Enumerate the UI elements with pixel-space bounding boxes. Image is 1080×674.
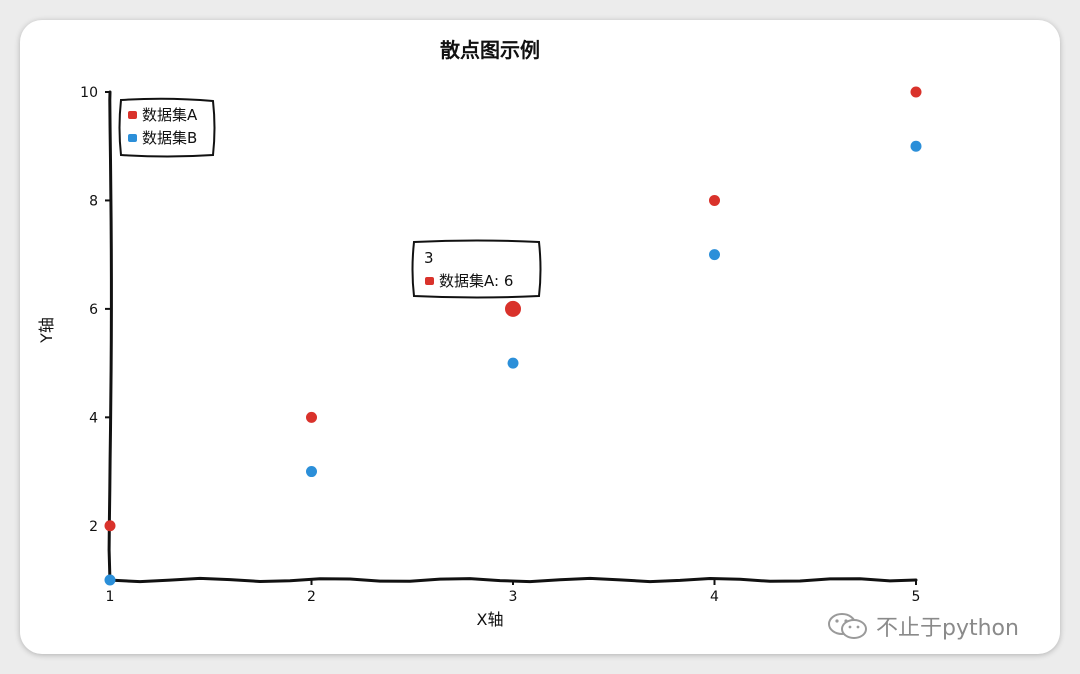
data-points — [104, 86, 922, 586]
tooltip-box — [411, 239, 542, 299]
point-series-b-3[interactable] — [507, 357, 519, 369]
y-tick-label: 2 — [89, 519, 98, 535]
chart-title: 散点图示例 — [440, 38, 540, 62]
point-series-b-5[interactable] — [910, 140, 922, 152]
point-series-a-2[interactable] — [306, 411, 317, 423]
point-series-a-4[interactable] — [709, 194, 720, 206]
y-tick-label: 4 — [89, 410, 98, 426]
x-tick-label: 5 — [912, 589, 921, 605]
point-series-b-2[interactable] — [306, 466, 317, 478]
y-tick-label: 6 — [89, 302, 98, 318]
tick-labels: 1 2 3 4 5 2 4 6 8 10 — [80, 85, 920, 605]
point-series-b-4[interactable] — [709, 249, 720, 261]
wechat-icon — [828, 613, 867, 639]
point-series-a-3[interactable] — [505, 300, 521, 317]
y-axis-label: Y轴 — [37, 317, 56, 344]
y-tick-label: 8 — [89, 193, 98, 209]
watermark-text: 不止于python — [876, 616, 1019, 641]
tooltip-swatch — [425, 277, 434, 285]
legend-swatch-b — [128, 134, 137, 142]
watermark: 不止于python — [826, 610, 1019, 642]
x-tick-label: 1 — [106, 589, 115, 605]
legend-swatch-a — [128, 111, 137, 119]
x-axis-label: X轴 — [477, 610, 504, 629]
y-axis-line — [107, 90, 113, 584]
legend-box — [118, 97, 216, 158]
x-tick-label: 4 — [710, 589, 719, 605]
tooltip-label: 数据集A: 6 — [439, 272, 513, 290]
x-axis-line — [106, 576, 918, 584]
legend: 数据集A 数据集B — [118, 97, 216, 158]
point-series-b-1[interactable] — [104, 574, 116, 586]
legend-label-b: 数据集B — [142, 129, 197, 147]
y-tick-label: 10 — [80, 85, 98, 101]
x-tick-label: 3 — [509, 589, 518, 605]
axes — [106, 90, 918, 584]
x-tick-label: 2 — [307, 589, 316, 605]
tooltip: 3 数据集A: 6 — [411, 239, 542, 299]
tooltip-title: 3 — [424, 249, 434, 267]
legend-label-a: 数据集A — [142, 106, 198, 124]
point-series-a-5[interactable] — [910, 86, 922, 98]
point-series-a-1[interactable] — [104, 520, 116, 532]
